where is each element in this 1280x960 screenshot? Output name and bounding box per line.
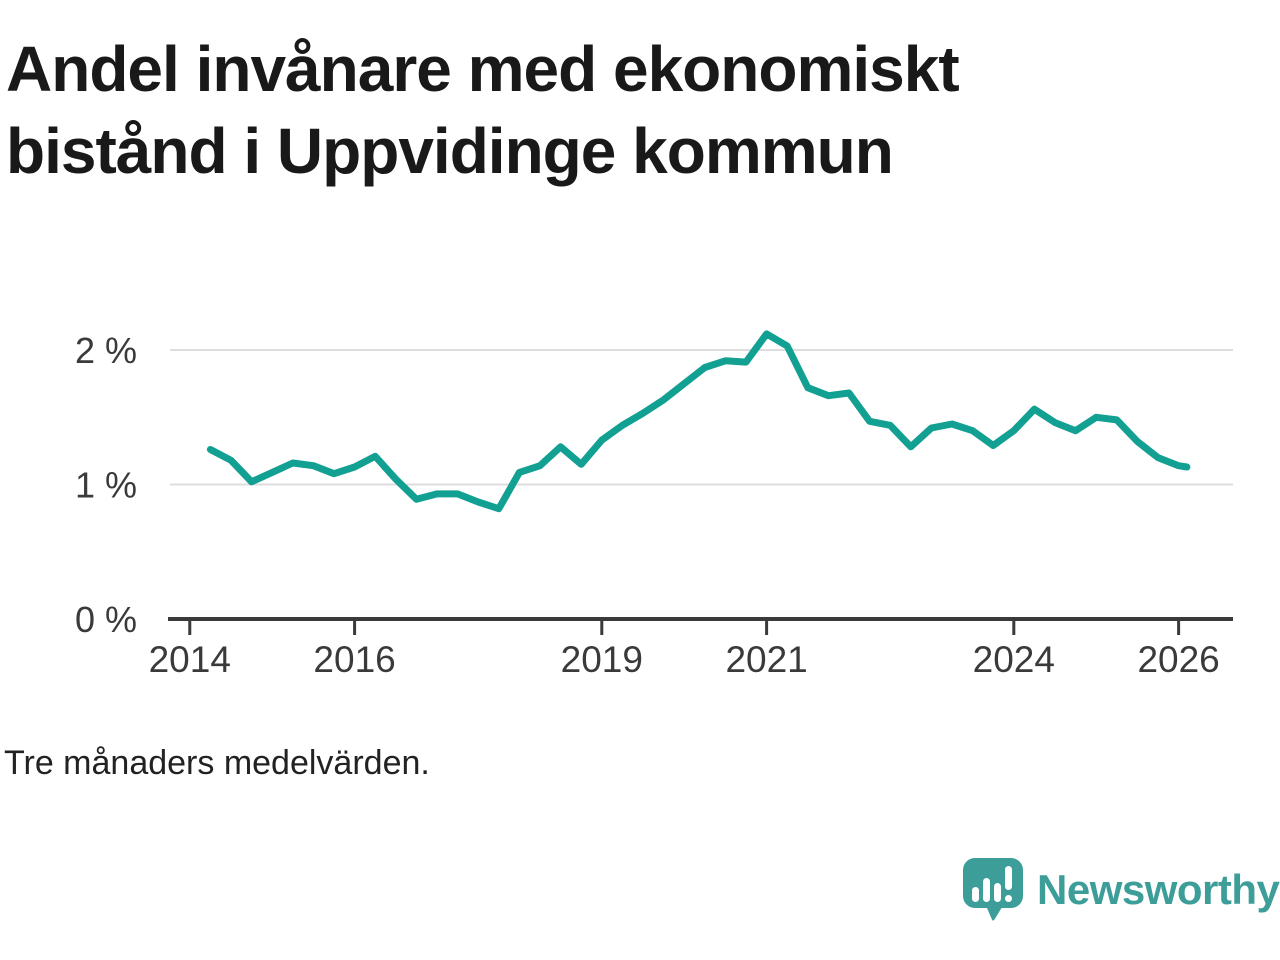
line-chart: 0 % 1 % 2 % 2014 2016 2019 2021 2024 2026 bbox=[75, 330, 1233, 680]
x-axis-tick-label: 2014 bbox=[149, 639, 231, 680]
newsworthy-branding: Newsworthy bbox=[962, 858, 1280, 922]
y-axis-tick-label: 0 % bbox=[75, 599, 137, 640]
newsworthy-wordmark: Newsworthy bbox=[1037, 866, 1280, 913]
y-axis-tick-label: 2 % bbox=[75, 330, 137, 371]
x-axis-tick-label: 2016 bbox=[313, 639, 395, 680]
newsworthy-logo-icon bbox=[963, 858, 1023, 921]
chart-footnote: Tre månaders medelvärden. bbox=[4, 744, 430, 782]
x-axis-tick-label: 2021 bbox=[725, 639, 807, 680]
x-axis-tick-label: 2019 bbox=[561, 639, 643, 680]
data-line-series bbox=[206, 330, 1191, 513]
chart-title: Andel invånare med ekonomiskt bistånd i … bbox=[6, 33, 960, 187]
x-axis-tick-label: 2024 bbox=[973, 639, 1055, 680]
y-axis-tick-label: 1 % bbox=[75, 465, 137, 506]
x-axis-tick-label: 2026 bbox=[1137, 639, 1219, 680]
